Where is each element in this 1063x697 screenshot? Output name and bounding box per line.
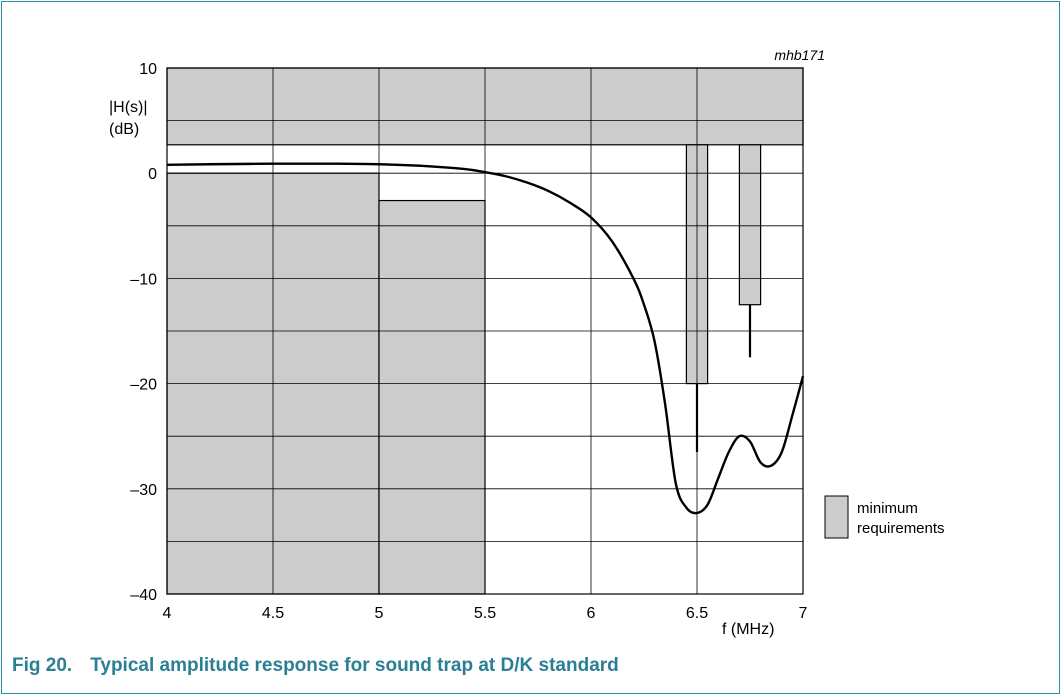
legend-label-line1: minimum <box>857 500 918 517</box>
x-tick-label: 6.5 <box>686 605 708 622</box>
plot-border <box>166 67 804 595</box>
x-tick-label: 5 <box>375 605 384 622</box>
y-tick-label: –10 <box>130 271 157 288</box>
spikes-layer <box>695 304 752 452</box>
series-line-response <box>166 162 805 515</box>
mask-region-4 <box>738 144 762 306</box>
mask-region-2 <box>378 199 486 595</box>
legend-label-line2: requirements <box>857 520 945 537</box>
y-tick-label: 10 <box>139 61 157 78</box>
x-tick-label: 6 <box>587 605 596 622</box>
x-tick-label: 7 <box>799 605 808 622</box>
y-tick-label: 0 <box>148 166 157 183</box>
y-tick-label: –20 <box>130 377 157 394</box>
figure-caption: Fig 20. Typical amplitude response for so… <box>12 655 619 677</box>
figure-title: Typical amplitude response for sound tra… <box>90 655 619 676</box>
y-tick-label: –30 <box>130 482 157 499</box>
x-axis-label: f (MHz) <box>722 621 774 638</box>
y-axis-label-line2: (dB) <box>109 121 139 138</box>
grid-layer <box>167 68 803 594</box>
y-axis-label-line1: |H(s)| <box>109 99 148 116</box>
y-tick-labels: 10 0 –10 –20 –30 –40 <box>130 61 157 604</box>
x-tick-label: 4 <box>163 605 172 622</box>
x-tick-labels: 4 4.5 5 5.5 6 6.5 7 <box>163 605 808 622</box>
x-tick-label: 4.5 <box>262 605 284 622</box>
x-tick-label: 5.5 <box>474 605 496 622</box>
y-tick-label: –40 <box>130 587 157 604</box>
legend-swatch <box>824 495 849 539</box>
figure-number: Fig 20. <box>12 655 73 676</box>
figure-code: mhb171 <box>774 47 825 63</box>
